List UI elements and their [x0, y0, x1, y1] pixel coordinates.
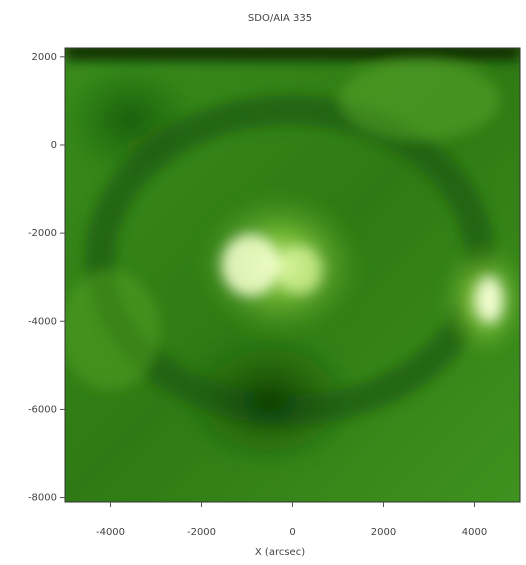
y-tick-label: 0	[51, 140, 57, 151]
y-tick-label: -6000	[28, 404, 57, 415]
x-tick-label: -4000	[96, 527, 125, 538]
y-tick-label: 2000	[32, 52, 57, 63]
y-tick-label: -4000	[28, 316, 57, 327]
x-tick-label: -2000	[187, 527, 216, 538]
image	[60, 44, 526, 502]
x-axis-label: X (arcsec)	[255, 547, 305, 558]
y-tick-label: -2000	[28, 228, 57, 239]
y-tick-label: -8000	[28, 493, 57, 504]
chart-title: SDO/AIA 335	[248, 13, 312, 24]
chart: SDO/AIA 335 X (arcsec) -4000 -2000 0 2000 40…	[0, 0, 526, 565]
x-tick-label: 2000	[371, 527, 396, 538]
x-tick-label: 4000	[462, 527, 487, 538]
x-tick-label: 0	[289, 527, 295, 538]
